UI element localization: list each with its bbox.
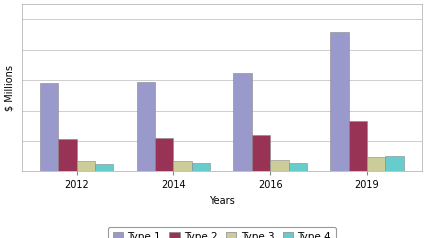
Bar: [270, 160, 288, 171]
Bar: [40, 83, 58, 171]
Bar: [233, 73, 252, 171]
Bar: [155, 138, 173, 171]
Bar: [367, 157, 385, 171]
Bar: [137, 82, 155, 171]
Bar: [192, 163, 210, 171]
X-axis label: Years: Years: [209, 196, 235, 206]
Bar: [330, 31, 348, 171]
Bar: [58, 139, 77, 171]
Legend: Type 1, Type 2, Type 3, Type 4: Type 1, Type 2, Type 3, Type 4: [108, 227, 336, 238]
Bar: [385, 156, 404, 171]
Bar: [77, 161, 95, 171]
Y-axis label: $ Millions: $ Millions: [4, 65, 14, 111]
Bar: [95, 164, 113, 171]
Bar: [288, 163, 307, 171]
Bar: [252, 135, 270, 171]
Bar: [173, 161, 192, 171]
Bar: [348, 121, 367, 171]
